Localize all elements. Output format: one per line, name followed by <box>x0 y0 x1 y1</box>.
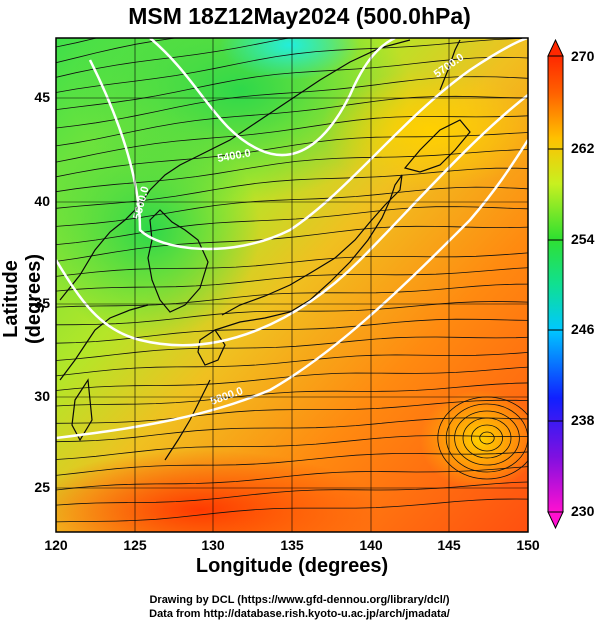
colorbar <box>547 38 564 530</box>
hokkaido <box>403 119 471 173</box>
streamline <box>56 466 528 491</box>
chart-title: MSM 18Z12May2024 (500.0hPa) <box>128 3 471 29</box>
streamline <box>56 366 528 391</box>
colorbar-min-arrow <box>547 511 564 530</box>
streamline <box>56 451 528 476</box>
vortex-streamline <box>462 417 512 459</box>
kyushu <box>197 329 226 366</box>
sakhalin <box>439 39 461 91</box>
x-tick-125: 125 <box>123 537 147 553</box>
contour-5500 <box>88 38 528 251</box>
contour-label-5400: 5400.0 <box>216 147 251 165</box>
streamline <box>56 435 528 460</box>
y-tick-40: 40 <box>34 193 50 209</box>
honshu-north <box>221 174 403 316</box>
colorbar-tick-262: 262 <box>571 140 595 156</box>
coastlines <box>59 39 471 461</box>
colorbar-tick-254: 254 <box>571 231 595 247</box>
honshu-south <box>214 174 403 331</box>
x-tick-130: 130 <box>201 537 225 553</box>
colorbar-gradient <box>547 55 564 513</box>
vortex-streamline <box>454 410 520 466</box>
coldest-region <box>220 38 360 80</box>
streamline <box>56 336 528 361</box>
colorbar-tick-270: 270 <box>571 48 595 64</box>
height-contours <box>56 38 528 440</box>
map-plot-area: 5400.0 5500.0 5700.0 5800.0 <box>56 38 528 532</box>
colorbar-tick-238: 238 <box>571 412 595 428</box>
x-tick-120: 120 <box>44 537 68 553</box>
y-tick-45: 45 <box>34 89 50 105</box>
y-tick-25: 25 <box>34 479 50 495</box>
x-tick-140: 140 <box>359 537 383 553</box>
streamline <box>56 351 528 377</box>
x-axis-label: Longitude (degrees) <box>195 555 389 577</box>
korea-peninsula <box>147 209 209 313</box>
credit-line-drawing: Drawing by DCL (https://www.gfd-dennou.o… <box>149 594 450 606</box>
contour-5800 <box>56 139 528 440</box>
streamline <box>56 95 528 147</box>
credit-line-data: Data from http://database.rish.kyoto-u.a… <box>149 608 450 620</box>
plot-frame <box>55 37 529 533</box>
streamline <box>56 252 528 277</box>
contour-5400 <box>149 38 396 157</box>
taiwan <box>71 378 93 442</box>
vortex-streamline <box>479 431 495 445</box>
china-coast <box>59 154 201 301</box>
streamline <box>56 399 528 424</box>
russia-coast <box>199 39 411 156</box>
streamline <box>56 267 528 292</box>
x-tick-135: 135 <box>280 537 304 553</box>
streamline <box>56 417 528 443</box>
colorbar-tick-246: 246 <box>571 321 595 337</box>
streamline <box>56 186 528 227</box>
warm-region <box>56 450 380 532</box>
ryukyu-islands <box>164 379 211 461</box>
streamline <box>56 498 528 523</box>
streamline <box>56 206 528 245</box>
x-tick-150: 150 <box>516 537 540 553</box>
streamline <box>56 115 528 163</box>
streamline <box>56 167 528 209</box>
colorbar-max-arrow <box>547 38 564 57</box>
streamline <box>56 38 179 64</box>
streamline <box>56 283 528 308</box>
x-tick-145: 145 <box>437 537 461 553</box>
y-axis-label: Latitude (degrees) <box>0 253 45 345</box>
streamline <box>56 382 528 407</box>
streamline <box>56 56 528 110</box>
streamline <box>56 38 292 78</box>
graticule <box>56 38 528 532</box>
streamline <box>56 481 528 506</box>
colorbar-tick-230: 230 <box>571 503 595 519</box>
vortex-streamline <box>470 424 503 452</box>
streamline <box>56 225 528 262</box>
y-tick-35: 35 <box>34 295 50 311</box>
contour-5700 <box>56 94 528 347</box>
streamline <box>56 76 528 129</box>
streamline <box>56 132 528 178</box>
wind-streamlines <box>56 38 528 523</box>
streamline <box>56 38 528 93</box>
y-tick-30: 30 <box>34 388 50 404</box>
